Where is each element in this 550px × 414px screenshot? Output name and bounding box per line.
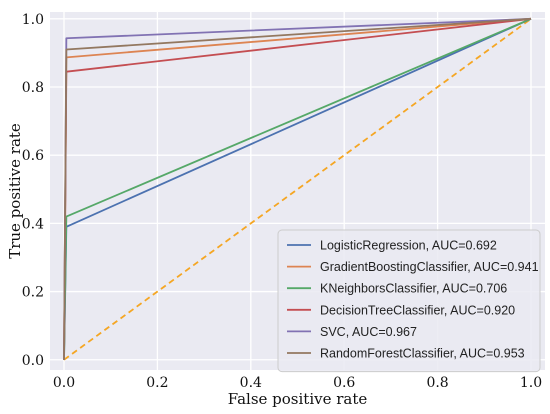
legend-label-5: SVC, AUC=0.967 [320, 325, 417, 339]
y-tick-label: 1.0 [22, 12, 44, 28]
legend-label-6: RandomForestClassifier, AUC=0.953 [320, 347, 525, 361]
legend-label-4: DecisionTreeClassifier, AUC=0.920 [320, 303, 515, 317]
x-tick-label: 0.2 [146, 375, 168, 391]
x-tick-label: 0.6 [333, 375, 355, 391]
reference-diagonal-line [63, 18, 532, 361]
tick-labels: 0.0 0.2 0.4 0.6 0.8 1.0 0.0 0.2 0.4 0.6 0.8 1.0 [22, 12, 542, 391]
y-tick-label: 0.6 [22, 148, 44, 164]
x-tick-label: 0.8 [426, 375, 448, 391]
legend-box [277, 229, 541, 373]
y-axis-label: True positive rate [6, 123, 24, 259]
reference-line-layer [63, 18, 532, 361]
grid-lines [50, 12, 545, 370]
y-tick-label: 0.0 [22, 353, 44, 369]
x-tick-label: 1.0 [520, 375, 542, 391]
y-tick-label: 0.8 [22, 80, 44, 96]
x-tick-label: 0.4 [240, 375, 262, 391]
x-tick-label: 0.0 [53, 375, 75, 391]
legend: LogisticRegression, AUC=0.692 GradientBoo… [277, 229, 541, 373]
y-tick-label: 0.4 [22, 216, 44, 232]
y-tick-label: 0.2 [22, 285, 44, 301]
roc-series-line-6 [63, 17, 532, 360]
legend-label-2: GradientBoostingClassifier, AUC=0.941 [320, 260, 539, 274]
legend-label-3: KNeighborsClassifier, AUC=0.706 [320, 282, 507, 296]
legend-label-1: LogisticRegression, AUC=0.692 [320, 239, 497, 253]
x-axis-label: False positive rate [228, 390, 368, 408]
series-layer [63, 17, 532, 360]
